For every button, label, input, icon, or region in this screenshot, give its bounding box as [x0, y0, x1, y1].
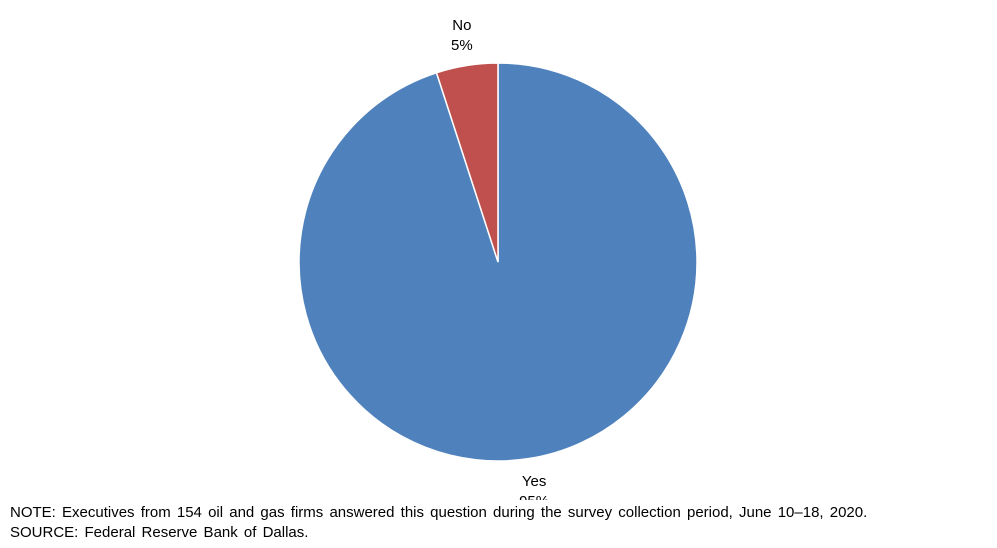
slice-label-no: No 5%	[451, 17, 473, 54]
slice-category-label: Yes	[522, 473, 546, 490]
chart-note: NOTE: Executives from 154 oil and gas fi…	[10, 504, 868, 521]
pie-slice-no	[435, 62, 499, 263]
chart-source: SOURCE: Federal Reserve Bank of Dallas.	[10, 524, 309, 541]
slice-label-yes: Yes 95%	[519, 473, 549, 500]
pie-chart: Yes 95% No 5%	[298, 17, 698, 500]
slice-value-label: 95%	[519, 493, 549, 500]
slice-value-label: 5%	[451, 37, 473, 54]
slice-category-label: No	[452, 17, 471, 34]
